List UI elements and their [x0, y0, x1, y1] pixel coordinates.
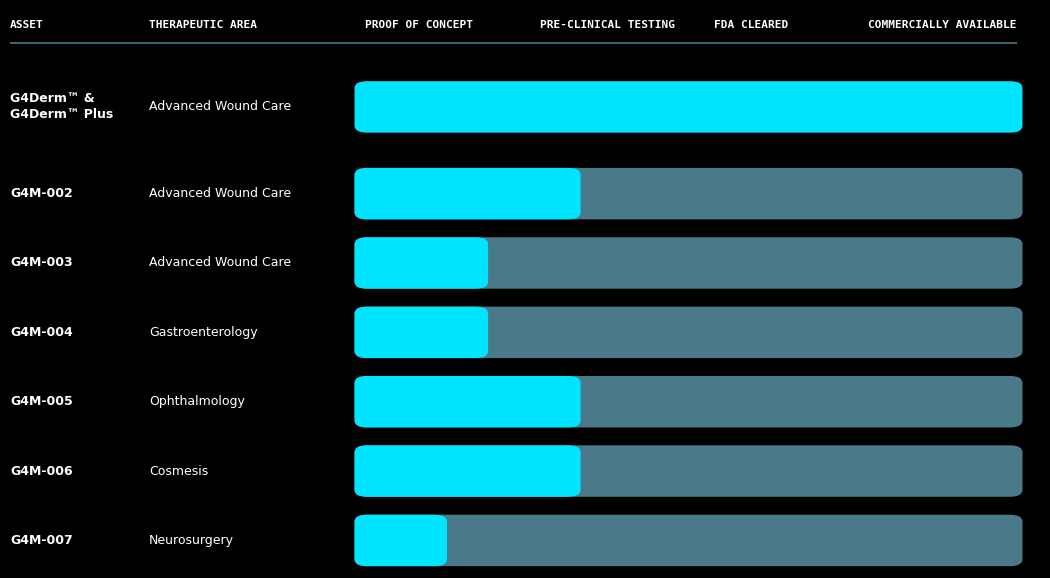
Text: FDA CLEARED: FDA CLEARED [714, 20, 789, 30]
Text: ASSET: ASSET [10, 20, 44, 30]
FancyBboxPatch shape [355, 168, 1023, 219]
FancyBboxPatch shape [355, 445, 1023, 497]
Text: PROOF OF CONCEPT: PROOF OF CONCEPT [364, 20, 472, 30]
Text: G4Derm™ &
G4Derm™ Plus: G4Derm™ & G4Derm™ Plus [10, 92, 113, 121]
FancyBboxPatch shape [355, 307, 488, 358]
FancyBboxPatch shape [355, 81, 1023, 133]
Text: Advanced Wound Care: Advanced Wound Care [149, 257, 291, 269]
Text: G4M-006: G4M-006 [10, 465, 72, 477]
Text: Advanced Wound Care: Advanced Wound Care [149, 187, 291, 200]
FancyBboxPatch shape [355, 514, 447, 566]
FancyBboxPatch shape [355, 445, 581, 497]
Text: THERAPEUTIC AREA: THERAPEUTIC AREA [149, 20, 257, 30]
FancyBboxPatch shape [355, 514, 1023, 566]
Text: PRE-CLINICAL TESTING: PRE-CLINICAL TESTING [540, 20, 674, 30]
FancyBboxPatch shape [355, 237, 1023, 288]
FancyBboxPatch shape [355, 307, 1023, 358]
Text: Ophthalmology: Ophthalmology [149, 395, 245, 408]
Text: COMMERCIALLY AVAILABLE: COMMERCIALLY AVAILABLE [868, 20, 1016, 30]
FancyBboxPatch shape [355, 237, 488, 288]
Text: Neurosurgery: Neurosurgery [149, 534, 234, 547]
Text: Gastroenterology: Gastroenterology [149, 326, 257, 339]
FancyBboxPatch shape [355, 376, 581, 428]
Text: Advanced Wound Care: Advanced Wound Care [149, 101, 291, 113]
Text: G4M-003: G4M-003 [10, 257, 72, 269]
Text: G4M-002: G4M-002 [10, 187, 74, 200]
Text: G4M-004: G4M-004 [10, 326, 74, 339]
FancyBboxPatch shape [355, 376, 1023, 428]
FancyBboxPatch shape [355, 168, 581, 219]
Text: Cosmesis: Cosmesis [149, 465, 208, 477]
Text: G4M-007: G4M-007 [10, 534, 74, 547]
Text: G4M-005: G4M-005 [10, 395, 74, 408]
